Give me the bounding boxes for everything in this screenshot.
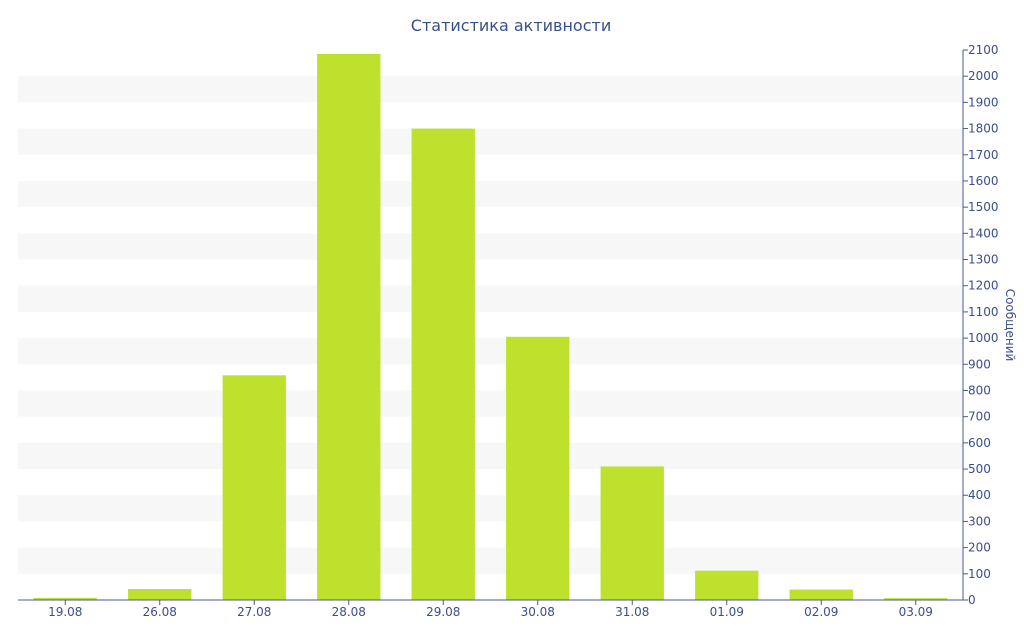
y-tick-label: 200	[968, 541, 991, 555]
y-tick-label: 400	[968, 488, 991, 502]
grid-band	[18, 128, 963, 155]
bar-26.08	[128, 589, 192, 600]
grid-band	[18, 390, 963, 417]
chart-title: Статистика активности	[411, 16, 611, 35]
bar-19.08	[33, 597, 97, 600]
grid-bands	[18, 76, 963, 574]
grid-band	[18, 233, 963, 260]
y-tick-label: 1300	[968, 253, 999, 267]
bar-02.09	[789, 589, 853, 600]
x-tick-label: 29.08	[426, 605, 460, 619]
bar-28.08	[317, 53, 381, 600]
x-tick-label: 31.08	[615, 605, 649, 619]
x-tick-label: 26.08	[143, 605, 177, 619]
y-tick-label: 2100	[968, 43, 999, 57]
bar-29.08	[411, 128, 475, 601]
y-tick-label: 1100	[968, 305, 999, 319]
y-tick-label: 800	[968, 383, 991, 397]
grid-band	[18, 285, 963, 312]
bar-03.09	[884, 598, 948, 600]
y-axis-ticks: 0 100 200 300 400 500 600 700 800 900 1000 1100 1200…	[963, 43, 999, 607]
x-tick-label: 27.08	[237, 605, 271, 619]
x-tick-label: 30.08	[521, 605, 555, 619]
x-tick-label: 01.09	[710, 605, 744, 619]
y-tick-label: 1900	[968, 95, 999, 109]
bar-30.08	[506, 336, 570, 600]
grid-band	[18, 547, 963, 574]
x-tick-label: 03.09	[899, 605, 933, 619]
y-tick-label: 500	[968, 462, 991, 476]
bars	[33, 53, 948, 601]
y-tick-label: 1200	[968, 279, 999, 293]
y-tick-label: 100	[968, 567, 991, 581]
bar-27.08	[222, 375, 286, 600]
y-tick-label: 600	[968, 436, 991, 450]
y-tick-label: 1800	[968, 122, 999, 136]
grid-band	[18, 180, 963, 208]
x-tick-label: 28.08	[332, 605, 366, 619]
x-tick-label: 02.09	[804, 605, 838, 619]
x-tick-label: 19.08	[48, 605, 82, 619]
y-tick-label: 1500	[968, 200, 999, 214]
bar-31.08	[600, 466, 664, 600]
x-axis-ticks: 19.08 26.08 27.08 28.08 29.08 30.08 31.08 01.09…	[48, 600, 933, 619]
y-tick-label: 900	[968, 357, 991, 371]
y-tick-label: 2000	[968, 69, 999, 83]
y-tick-label: 300	[968, 514, 991, 528]
y-tick-label: 0	[968, 593, 976, 607]
y-tick-label: 1400	[968, 226, 999, 240]
grid-band	[18, 495, 963, 522]
grid-band	[18, 338, 963, 365]
bar-01.09	[695, 570, 759, 600]
y-axis-title: Сообщений	[1003, 289, 1017, 362]
y-tick-label: 1600	[968, 174, 999, 188]
grid-band	[18, 76, 963, 103]
y-tick-label: 1700	[968, 148, 999, 162]
y-tick-label: 700	[968, 410, 991, 424]
grid-band	[18, 442, 963, 470]
y-tick-label: 1000	[968, 331, 999, 345]
